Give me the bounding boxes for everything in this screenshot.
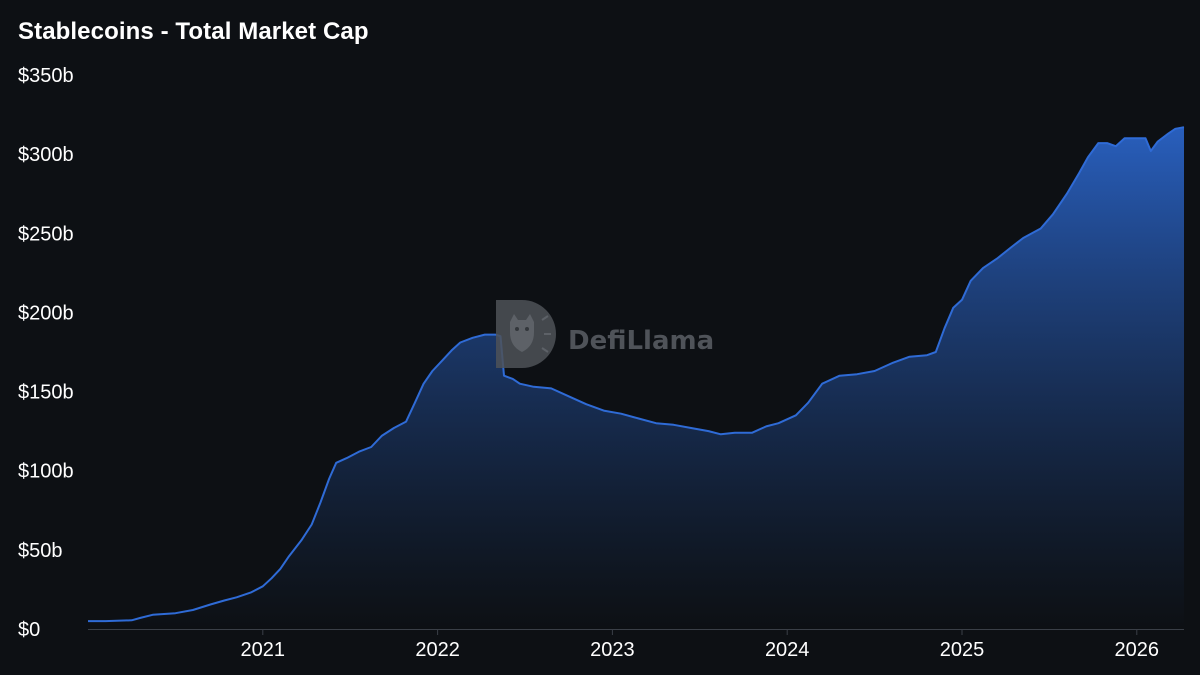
- y-tick-label: $0: [18, 619, 40, 641]
- x-tick-label: 2026: [1115, 639, 1160, 661]
- x-tick-label: 2021: [241, 639, 286, 661]
- x-tick-label: 2024: [765, 639, 810, 661]
- llama-logo-icon: [496, 300, 556, 368]
- series-line-0: [88, 126, 1185, 623]
- watermark: DefiLlama: [496, 300, 714, 368]
- y-tick-label: $250b: [18, 223, 74, 245]
- chart-title: Stablecoins - Total Market Cap: [18, 18, 369, 45]
- area-layer: [88, 126, 1185, 629]
- axis-layer: $0 $50b $100b $150b $200b $250b $300b $350b 2021…: [18, 65, 1184, 661]
- y-tick-label: $200b: [18, 302, 74, 324]
- y-tick-label: $150b: [18, 382, 74, 404]
- x-tick-label: 2025: [940, 639, 985, 661]
- x-tick-label: 2022: [415, 639, 460, 661]
- y-tick-label: $100b: [18, 461, 74, 483]
- y-tick-label: $300b: [18, 144, 74, 166]
- y-tick-label: $350b: [18, 65, 74, 87]
- y-tick-label: $50b: [18, 540, 63, 562]
- watermark-text: DefiLlama: [568, 326, 714, 356]
- x-tick-label: 2023: [590, 639, 635, 661]
- series-area-0: [88, 127, 1184, 629]
